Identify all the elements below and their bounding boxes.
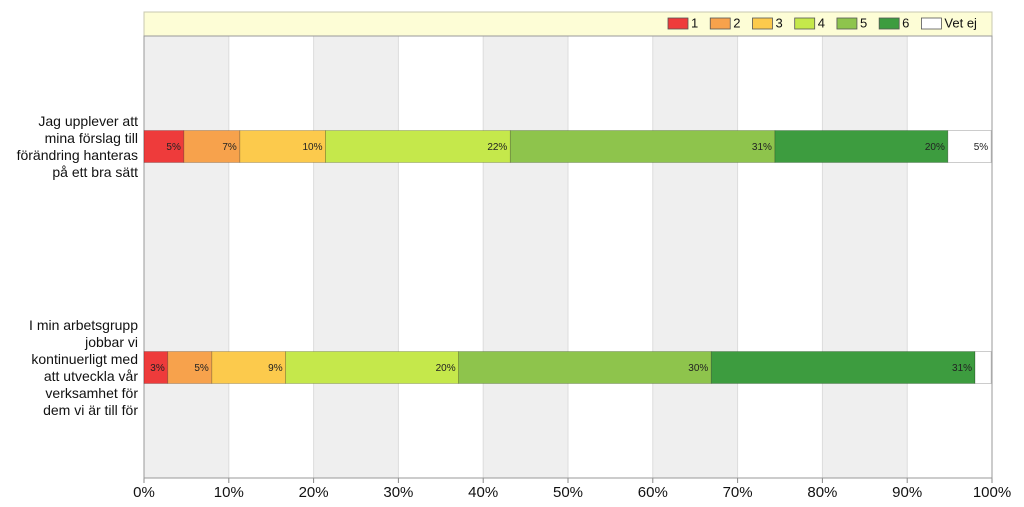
x-tick-label: 70% — [723, 484, 753, 501]
bar-segment — [211, 351, 287, 384]
x-tick-label: 60% — [638, 484, 668, 501]
data-label: 20% — [925, 142, 945, 153]
bar-segment — [458, 351, 712, 384]
x-tick-label: 90% — [892, 484, 922, 501]
grid-band — [822, 36, 908, 478]
data-label: 22% — [487, 142, 507, 153]
grid-band — [313, 36, 399, 478]
legend-label: 6 — [902, 15, 909, 30]
x-tick-label: 80% — [807, 484, 837, 501]
grid-band — [144, 36, 229, 478]
legend-label: 4 — [818, 15, 825, 30]
data-label: 5% — [166, 142, 181, 153]
x-tick-label: 50% — [553, 484, 583, 501]
data-label: 20% — [436, 363, 456, 374]
legend-label: 2 — [733, 15, 740, 30]
legend-swatch — [921, 17, 942, 30]
legend-swatch — [667, 17, 689, 30]
legend-swatch — [836, 17, 858, 30]
bar-segment — [325, 130, 511, 163]
x-tick-label: 20% — [299, 484, 329, 501]
data-label: 31% — [752, 142, 772, 153]
x-tick-label: 100% — [973, 484, 1011, 501]
legend-swatch — [878, 17, 900, 30]
grid-band — [483, 36, 568, 478]
data-label: 31% — [952, 363, 972, 374]
category-label: I min arbetsgrupp jobbar vi kontinuerlig… — [29, 316, 138, 418]
bar-segment — [285, 351, 460, 384]
plot-border — [143, 35, 993, 479]
data-label: 30% — [688, 363, 708, 374]
x-tick-label: 40% — [468, 484, 498, 501]
data-label: 5% — [194, 363, 209, 374]
data-label: 7% — [222, 142, 237, 153]
legend-label: 3 — [775, 15, 782, 30]
data-label: 3% — [150, 363, 165, 374]
legend-swatch — [752, 17, 773, 30]
category-label: Jag upplever att mina förslag till förän… — [16, 112, 138, 180]
data-label: 9% — [268, 363, 283, 374]
bar-segment — [774, 130, 949, 163]
bar-segment — [974, 351, 992, 384]
legend-swatch — [794, 17, 816, 30]
data-label: 5% — [974, 142, 989, 153]
legend-swatch — [709, 17, 731, 30]
legend-label: Vet ej — [944, 15, 977, 30]
bar-segment — [947, 130, 992, 163]
bar-segment — [143, 130, 185, 163]
x-tick-label: 30% — [383, 484, 413, 501]
bar-segment — [167, 351, 213, 384]
bar-segment — [509, 130, 776, 163]
bar-segment — [710, 351, 976, 384]
grid-band — [652, 36, 738, 478]
data-label: 10% — [302, 142, 322, 153]
legend-label: 1 — [691, 15, 698, 30]
x-tick-label: 0% — [133, 484, 155, 501]
x-tick-label: 10% — [214, 484, 244, 501]
legend-label: 5 — [860, 15, 867, 30]
